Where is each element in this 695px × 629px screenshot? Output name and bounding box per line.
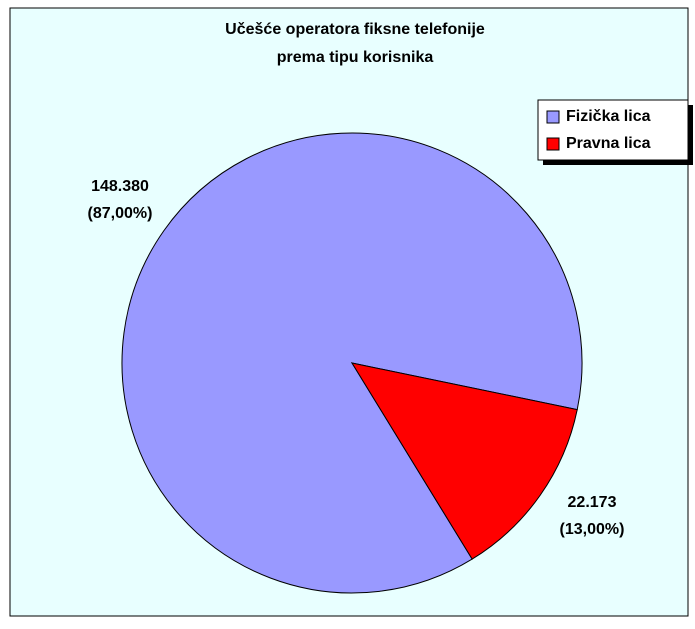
percent-label: (87,00%) xyxy=(88,205,153,222)
legend-label: Fizička lica xyxy=(566,108,651,125)
legend-swatch xyxy=(546,137,560,151)
legend-label: Pravna lica xyxy=(566,135,651,152)
legend xyxy=(537,99,689,161)
pie-slice xyxy=(350,362,578,560)
percent-label: (13,00%) xyxy=(560,521,625,538)
data-label: 22.173 xyxy=(568,494,617,511)
data-label: 148.380 xyxy=(91,178,149,195)
legend-swatch xyxy=(546,110,560,124)
chart-subtitle: prema tipu korisnika xyxy=(277,49,434,66)
chart-title: Učešće operatora fiksne telefonije xyxy=(225,21,485,38)
